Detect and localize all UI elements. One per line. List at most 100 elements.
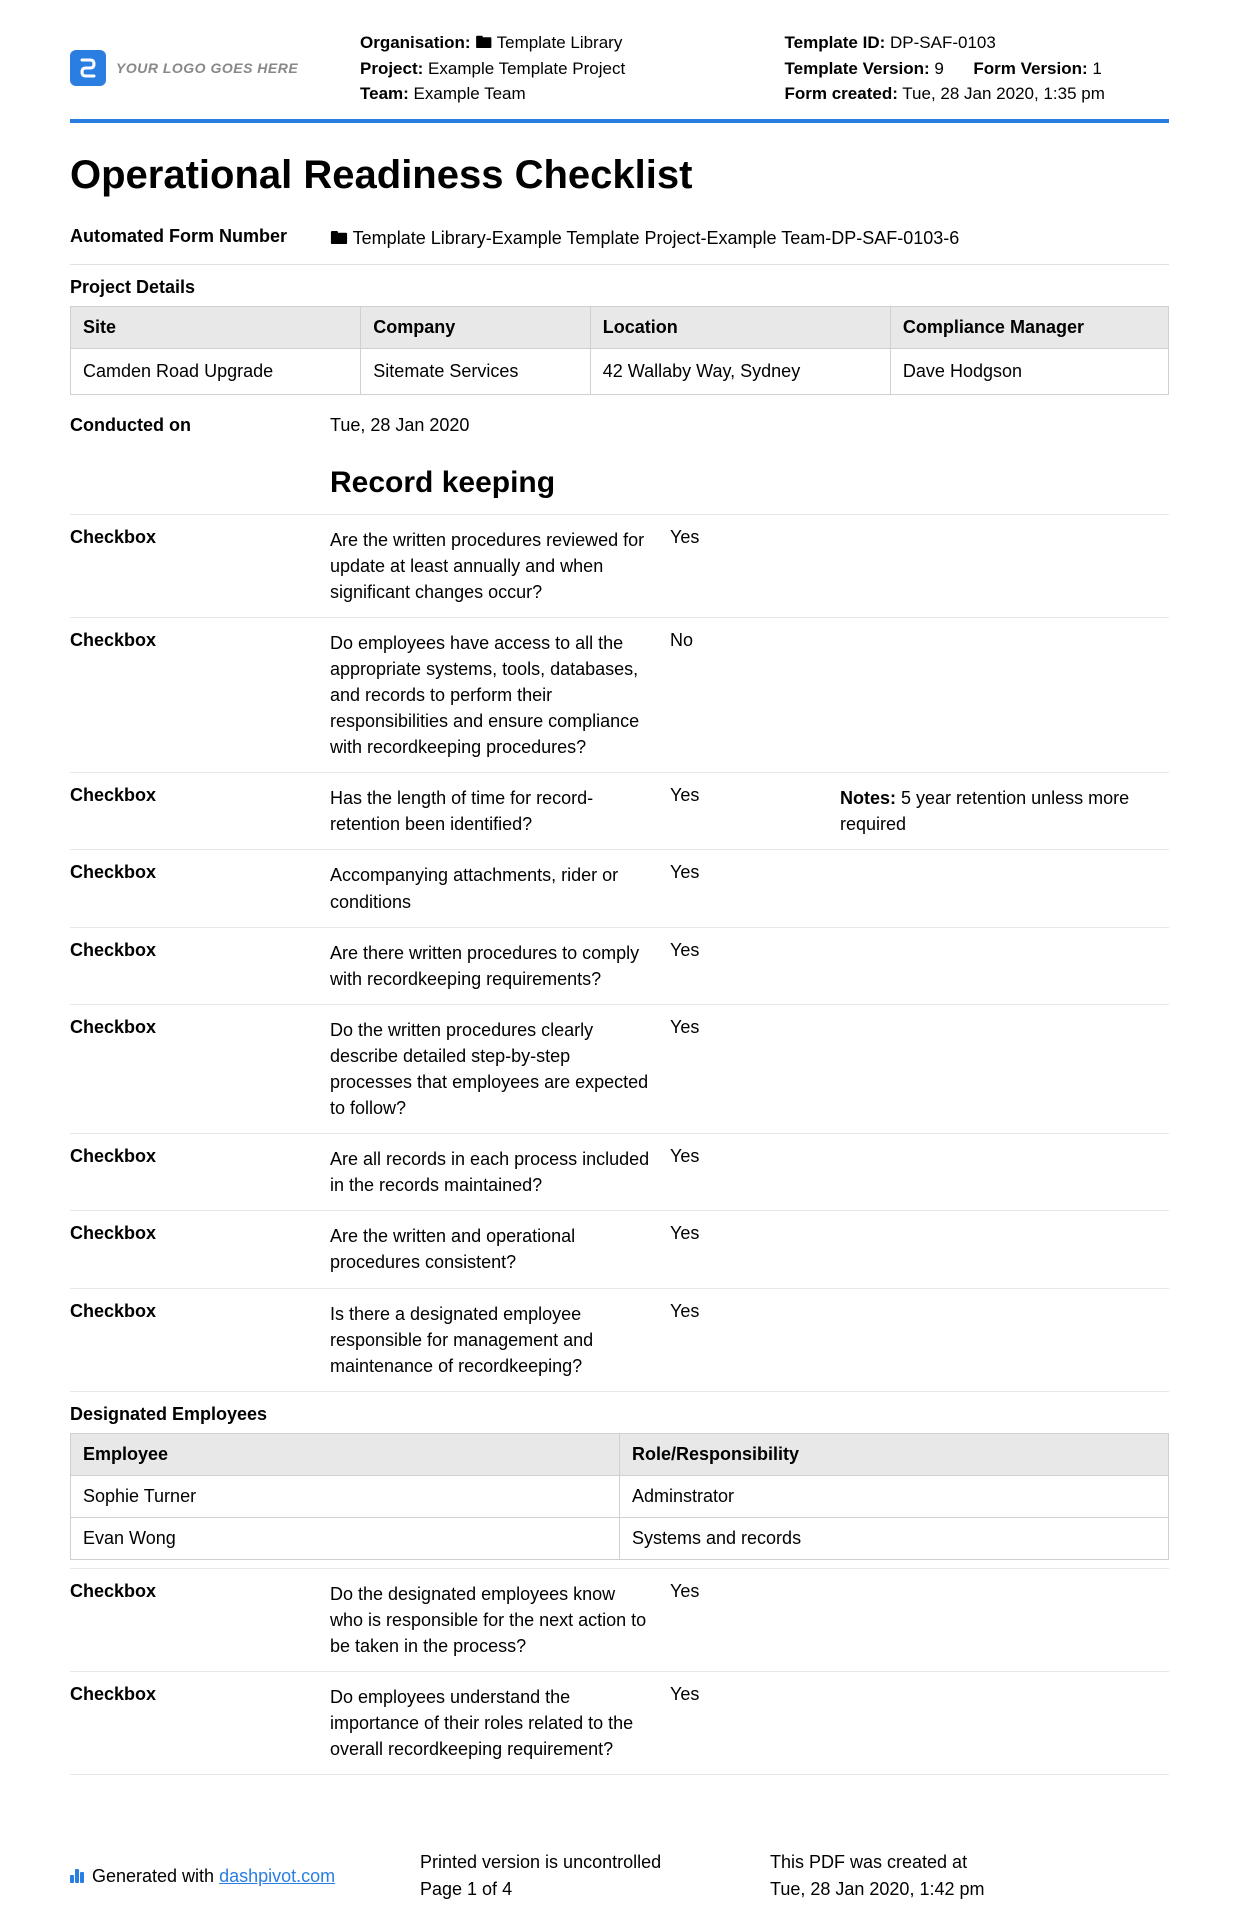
checkbox-label: Checkbox — [70, 1146, 330, 1198]
template-id-label: Template ID: — [785, 33, 886, 52]
document-header: YOUR LOGO GOES HERE Organisation: 🖿 Temp… — [70, 30, 1169, 123]
dashpivot-icon — [70, 1869, 84, 1883]
checkbox-label: Checkbox — [70, 1017, 330, 1121]
checkbox-row: CheckboxDo employees understand the impo… — [70, 1671, 1169, 1775]
checkbox-notes — [840, 862, 1169, 914]
created-value: Tue, 28 Jan 2020, 1:42 pm — [770, 1876, 1169, 1903]
team-label: Team: — [360, 84, 409, 103]
employees-label: Designated Employees — [70, 1392, 1169, 1433]
checkbox-row: CheckboxAre the written procedures revie… — [70, 514, 1169, 617]
template-version-value: 9 — [934, 59, 943, 78]
project-label: Project: — [360, 59, 423, 78]
form-version-label: Form Version: — [973, 59, 1087, 78]
checkbox-label: Checkbox — [70, 785, 330, 837]
uncontrolled-text: Printed version is uncontrolled — [420, 1849, 770, 1876]
checkbox-row: CheckboxAre there written procedures to … — [70, 927, 1169, 1004]
employees-section: Designated Employees Employee Role/Respo… — [70, 1392, 1169, 1560]
form-created-value: Tue, 28 Jan 2020, 1:35 pm — [902, 84, 1105, 103]
header-meta: Organisation: 🖿 Template Library Project… — [360, 30, 1169, 107]
template-id-value: DP-SAF-0103 — [890, 33, 996, 52]
cell-compliance-manager: Dave Hodgson — [890, 348, 1168, 394]
dashpivot-link[interactable]: dashpivot.com — [219, 1866, 335, 1886]
meta-team: Team: Example Team — [360, 81, 745, 107]
checkbox-row: CheckboxDo employees have access to all … — [70, 617, 1169, 772]
checkbox-row: CheckboxAre the written and operational … — [70, 1210, 1169, 1287]
checkbox-notes: Notes: 5 year retention unless more requ… — [840, 785, 1169, 837]
table-cell: Adminstrator — [620, 1475, 1169, 1517]
checkbox-notes — [840, 1146, 1169, 1198]
project-value: Example Template Project — [428, 59, 625, 78]
checkbox-label: Checkbox — [70, 1581, 330, 1659]
checkbox-row: CheckboxHas the length of time for recor… — [70, 772, 1169, 849]
checkbox-notes — [840, 527, 1169, 605]
logo-text: YOUR LOGO GOES HERE — [116, 60, 298, 76]
footer-center: Printed version is uncontrolled Page 1 o… — [420, 1849, 770, 1903]
checkbox-question: Is there a designated employee responsib… — [330, 1301, 670, 1379]
table-cell: Systems and records — [620, 1517, 1169, 1559]
checkbox-answer: Yes — [670, 1581, 840, 1659]
checkbox-label: Checkbox — [70, 940, 330, 992]
checkbox-notes — [840, 1684, 1169, 1762]
col-location: Location — [590, 306, 890, 348]
checkbox-question: Do employees have access to all the appr… — [330, 630, 670, 760]
cell-company: Sitemate Services — [361, 348, 590, 394]
checkbox-answer: Yes — [670, 862, 840, 914]
checkbox-question: Are there written procedures to comply w… — [330, 940, 670, 992]
checkbox-row: CheckboxDo the written procedures clearl… — [70, 1004, 1169, 1133]
page-number: Page 1 of 4 — [420, 1876, 770, 1903]
logo-section: YOUR LOGO GOES HERE — [70, 30, 330, 107]
generated-text: Generated with — [92, 1866, 219, 1886]
checkbox-question: Are the written procedures reviewed for … — [330, 527, 670, 605]
checkbox-notes — [840, 1581, 1169, 1659]
checkbox-list-2: CheckboxDo the designated employees know… — [70, 1568, 1169, 1776]
logo-icon — [70, 50, 106, 86]
checkbox-notes — [840, 1301, 1169, 1379]
checkbox-question: Accompanying attachments, rider or condi… — [330, 862, 670, 914]
checkbox-row: CheckboxIs there a designated employee r… — [70, 1288, 1169, 1392]
checkbox-notes — [840, 1017, 1169, 1121]
cell-site: Camden Road Upgrade — [71, 348, 361, 394]
organisation-label: Organisation: — [360, 33, 471, 52]
checkbox-label: Checkbox — [70, 1223, 330, 1275]
form-number-value: 🖿 Template Library-Example Template Proj… — [330, 226, 1169, 256]
col-employee: Employee — [71, 1433, 620, 1475]
checkbox-label: Checkbox — [70, 527, 330, 605]
footer-left: Generated with dashpivot.com — [70, 1849, 420, 1903]
template-version-label: Template Version: — [785, 59, 930, 78]
organisation-value: 🖿 Template Library — [475, 33, 622, 52]
checkbox-question: Are the written and operational procedur… — [330, 1223, 670, 1275]
team-value: Example Team — [414, 84, 526, 103]
checkbox-question: Are all records in each process included… — [330, 1146, 670, 1198]
meta-col-1: Organisation: 🖿 Template Library Project… — [360, 30, 745, 107]
checkbox-notes — [840, 1223, 1169, 1275]
checkbox-answer: Yes — [670, 1146, 840, 1198]
meta-template-id: Template ID: DP-SAF-0103 — [785, 30, 1170, 56]
meta-versions: Template Version: 9 Form Version: 1 — [785, 56, 1170, 82]
checkbox-row: CheckboxAre all records in each process … — [70, 1133, 1169, 1210]
meta-project: Project: Example Template Project — [360, 56, 745, 82]
checkbox-label: Checkbox — [70, 1684, 330, 1762]
meta-form-created: Form created: Tue, 28 Jan 2020, 1:35 pm — [785, 81, 1170, 107]
footer-right: This PDF was created at Tue, 28 Jan 2020… — [770, 1849, 1169, 1903]
conducted-row: Conducted on Tue, 28 Jan 2020 — [70, 403, 1169, 448]
table-cell: Evan Wong — [71, 1517, 620, 1559]
table-cell: Sophie Turner — [71, 1475, 620, 1517]
project-details-label: Project Details — [70, 265, 1169, 306]
table-row: Sophie TurnerAdminstrator — [71, 1475, 1169, 1517]
col-company: Company — [361, 306, 590, 348]
checkbox-question: Do the written procedures clearly descri… — [330, 1017, 670, 1121]
checkbox-label: Checkbox — [70, 630, 330, 760]
checkbox-row: CheckboxAccompanying attachments, rider … — [70, 849, 1169, 926]
checkbox-answer: Yes — [670, 527, 840, 605]
cell-location: 42 Wallaby Way, Sydney — [590, 348, 890, 394]
checkbox-answer: Yes — [670, 1017, 840, 1121]
table-row: Camden Road Upgrade Sitemate Services 42… — [71, 348, 1169, 394]
table-row: Evan WongSystems and records — [71, 1517, 1169, 1559]
checkbox-label: Checkbox — [70, 1301, 330, 1379]
checkbox-question: Do the designated employees know who is … — [330, 1581, 670, 1659]
col-role: Role/Responsibility — [620, 1433, 1169, 1475]
checkbox-row: CheckboxDo the designated employees know… — [70, 1568, 1169, 1671]
notes-label: Notes: — [840, 788, 901, 808]
checkbox-answer: No — [670, 630, 840, 760]
checkbox-question: Do employees understand the importance o… — [330, 1684, 670, 1762]
